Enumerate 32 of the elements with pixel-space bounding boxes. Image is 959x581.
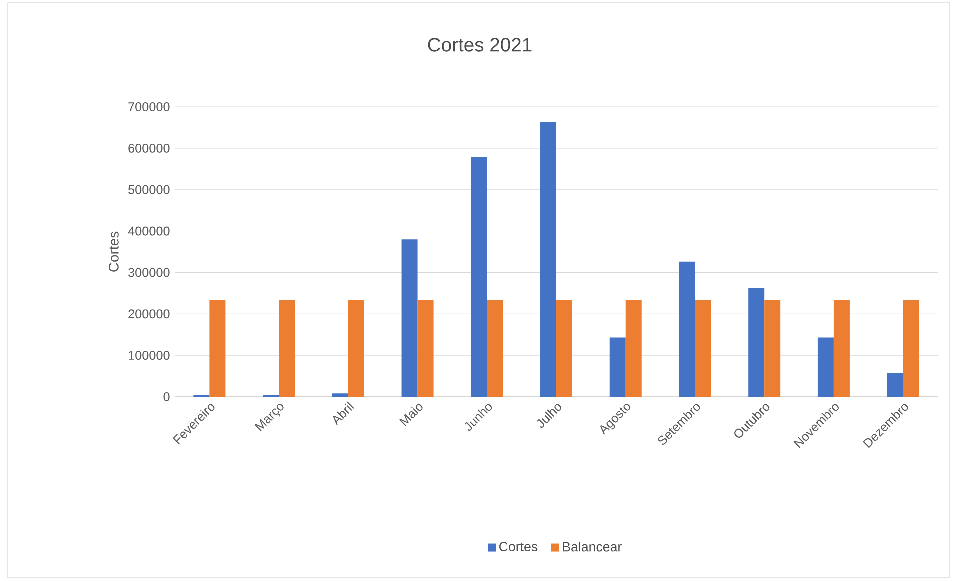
bar bbox=[887, 372, 904, 397]
y-tick-label: 700000 bbox=[128, 102, 170, 112]
bar bbox=[487, 300, 504, 397]
bar bbox=[418, 300, 434, 397]
legend-label: Balancear bbox=[563, 542, 622, 552]
y-tick-label: 200000 bbox=[128, 310, 170, 319]
bar bbox=[348, 300, 364, 397]
legend-label: Cortes bbox=[500, 542, 538, 552]
y-tick-label: 0 bbox=[164, 392, 170, 402]
y-tick-label: 400000 bbox=[128, 226, 170, 236]
bar bbox=[818, 338, 834, 397]
bar bbox=[903, 300, 920, 397]
y-axis-title: Cortes bbox=[108, 232, 119, 272]
bar bbox=[679, 262, 696, 397]
bar bbox=[610, 338, 626, 397]
y-tick-label: 500000 bbox=[128, 185, 170, 194]
y-tick-label: 300000 bbox=[128, 268, 170, 278]
bar bbox=[402, 240, 418, 397]
y-tick-label: 100000 bbox=[128, 351, 170, 360]
bar bbox=[748, 288, 765, 397]
bar bbox=[834, 300, 850, 397]
y-tick-label: 600000 bbox=[128, 144, 170, 153]
bar bbox=[695, 300, 712, 397]
bar bbox=[210, 300, 226, 397]
bar bbox=[471, 158, 488, 397]
chart-title: Cortes 2021 bbox=[428, 38, 532, 52]
bar bbox=[556, 300, 573, 397]
bar bbox=[764, 300, 781, 397]
bar bbox=[540, 122, 557, 397]
bar bbox=[279, 300, 296, 397]
bar bbox=[332, 394, 348, 397]
bar bbox=[626, 300, 642, 397]
